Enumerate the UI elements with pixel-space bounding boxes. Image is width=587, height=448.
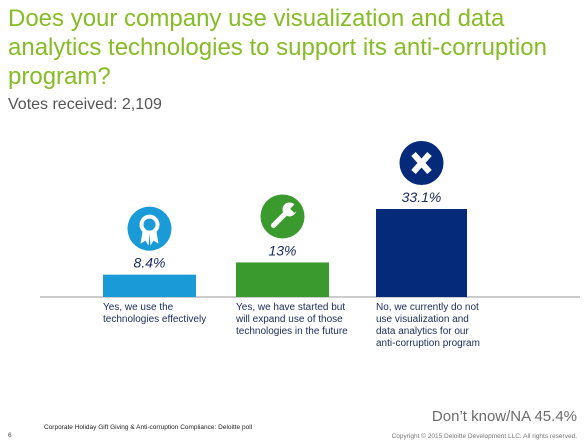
bar bbox=[376, 209, 467, 297]
bar bbox=[236, 262, 329, 297]
wrench-icon bbox=[260, 194, 305, 239]
x-icon bbox=[399, 141, 444, 185]
category-label: Yes, we use the technologies effectively bbox=[103, 302, 207, 325]
chart-subtitle: Votes received: 2,109 bbox=[8, 96, 162, 113]
page-number: 6 bbox=[8, 432, 12, 439]
category-label: No, we currently do not use visualizatio… bbox=[376, 302, 480, 349]
chart-title: Does your company use visualization and … bbox=[8, 5, 547, 90]
data-label: 33.1% bbox=[402, 189, 442, 205]
data-label: 8.4% bbox=[134, 255, 166, 271]
bar bbox=[103, 274, 196, 297]
data-label: 13% bbox=[268, 242, 296, 258]
ribbon-award-icon bbox=[127, 206, 172, 251]
copyright: Copyright © 2015 Deloitte Development LL… bbox=[391, 433, 577, 440]
dont-know-label: Don’t know/NA 45.4% bbox=[431, 408, 577, 425]
source-note: Corporate Holiday Gift Giving & Anti-cor… bbox=[44, 424, 253, 431]
category-label: Yes, we have started but will expand use… bbox=[236, 302, 348, 337]
